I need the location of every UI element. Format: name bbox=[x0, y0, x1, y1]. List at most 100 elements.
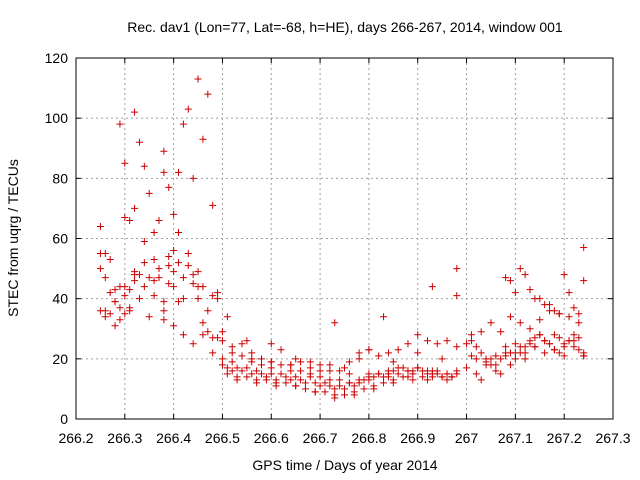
x-tick-label: 267 bbox=[455, 430, 479, 446]
data-point bbox=[477, 328, 485, 336]
data-point bbox=[126, 286, 134, 294]
data-point bbox=[267, 364, 275, 372]
data-point bbox=[131, 277, 139, 285]
data-point bbox=[267, 370, 275, 378]
data-point bbox=[575, 319, 583, 327]
data-point bbox=[467, 352, 475, 360]
data-point bbox=[160, 316, 168, 324]
data-point bbox=[253, 367, 261, 375]
data-point bbox=[140, 162, 148, 170]
data-point bbox=[345, 370, 353, 378]
data-point bbox=[135, 138, 143, 146]
data-point bbox=[560, 340, 568, 348]
data-point bbox=[111, 286, 119, 294]
data-point bbox=[155, 216, 163, 224]
data-point bbox=[511, 349, 519, 357]
data-point bbox=[248, 349, 256, 357]
data-point bbox=[394, 364, 402, 372]
data-point bbox=[131, 204, 139, 212]
data-point bbox=[282, 373, 290, 381]
data-point bbox=[170, 268, 178, 276]
data-point bbox=[150, 277, 158, 285]
data-point bbox=[389, 358, 397, 366]
data-point bbox=[419, 373, 427, 381]
data-point bbox=[175, 168, 183, 176]
data-point bbox=[184, 262, 192, 270]
data-point bbox=[463, 364, 471, 372]
data-point bbox=[497, 328, 505, 336]
y-tick-label: 120 bbox=[45, 50, 69, 66]
data-point bbox=[492, 352, 500, 360]
y-tick-label: 40 bbox=[52, 291, 68, 307]
data-point bbox=[160, 307, 168, 315]
data-point bbox=[521, 271, 529, 279]
data-point bbox=[189, 340, 197, 348]
data-point bbox=[511, 289, 519, 297]
data-point bbox=[555, 349, 563, 357]
data-point bbox=[360, 385, 368, 393]
data-point bbox=[443, 337, 451, 345]
data-point bbox=[560, 352, 568, 360]
data-point bbox=[467, 337, 475, 345]
data-point bbox=[550, 307, 558, 315]
data-point bbox=[267, 358, 275, 366]
data-point bbox=[575, 346, 583, 354]
data-point bbox=[121, 292, 129, 300]
data-point bbox=[311, 379, 319, 387]
y-tick-label: 80 bbox=[52, 170, 68, 186]
data-point bbox=[209, 201, 217, 209]
data-point bbox=[223, 313, 231, 321]
data-point bbox=[443, 376, 451, 384]
data-point bbox=[243, 373, 251, 381]
data-point bbox=[306, 364, 314, 372]
data-point bbox=[502, 352, 510, 360]
data-point bbox=[184, 250, 192, 258]
data-point bbox=[428, 283, 436, 291]
data-point bbox=[580, 244, 588, 252]
data-point bbox=[546, 340, 554, 348]
data-point bbox=[101, 250, 109, 258]
data-point bbox=[492, 361, 500, 369]
data-point bbox=[565, 313, 573, 321]
data-point bbox=[541, 349, 549, 357]
data-point bbox=[423, 376, 431, 384]
data-point bbox=[140, 283, 148, 291]
data-point bbox=[243, 364, 251, 372]
data-point bbox=[326, 382, 334, 390]
data-point bbox=[306, 370, 314, 378]
data-point bbox=[433, 340, 441, 348]
data-point bbox=[365, 346, 373, 354]
data-point bbox=[218, 328, 226, 336]
data-point bbox=[238, 352, 246, 360]
data-point bbox=[228, 358, 236, 366]
data-point bbox=[404, 340, 412, 348]
data-point bbox=[297, 367, 305, 375]
data-point bbox=[536, 316, 544, 324]
data-point bbox=[502, 343, 510, 351]
data-point bbox=[277, 346, 285, 354]
data-point bbox=[380, 313, 388, 321]
data-point bbox=[189, 174, 197, 182]
data-point bbox=[482, 358, 490, 366]
data-point bbox=[214, 295, 222, 303]
y-axis-label: STEC from uqrg / TECUs bbox=[5, 159, 21, 317]
data-point bbox=[550, 346, 558, 354]
data-point bbox=[262, 376, 270, 384]
data-point bbox=[301, 379, 309, 387]
data-point bbox=[243, 337, 251, 345]
data-point bbox=[487, 355, 495, 363]
data-point bbox=[316, 382, 324, 390]
axis-ticks: 266.2 266.3 266.4 266.5 266.6 266.7 266.8 266.9… bbox=[45, 50, 631, 446]
x-tick-label: 266.8 bbox=[351, 430, 386, 446]
data-point bbox=[116, 316, 124, 324]
data-point bbox=[389, 379, 397, 387]
data-point bbox=[160, 298, 168, 306]
data-point bbox=[292, 373, 300, 381]
data-point bbox=[570, 331, 578, 339]
x-axis-label: GPS time / Days of year 2014 bbox=[252, 457, 437, 473]
data-point bbox=[160, 147, 168, 155]
data-point bbox=[218, 355, 226, 363]
data-point bbox=[111, 322, 119, 330]
data-point bbox=[121, 159, 129, 167]
